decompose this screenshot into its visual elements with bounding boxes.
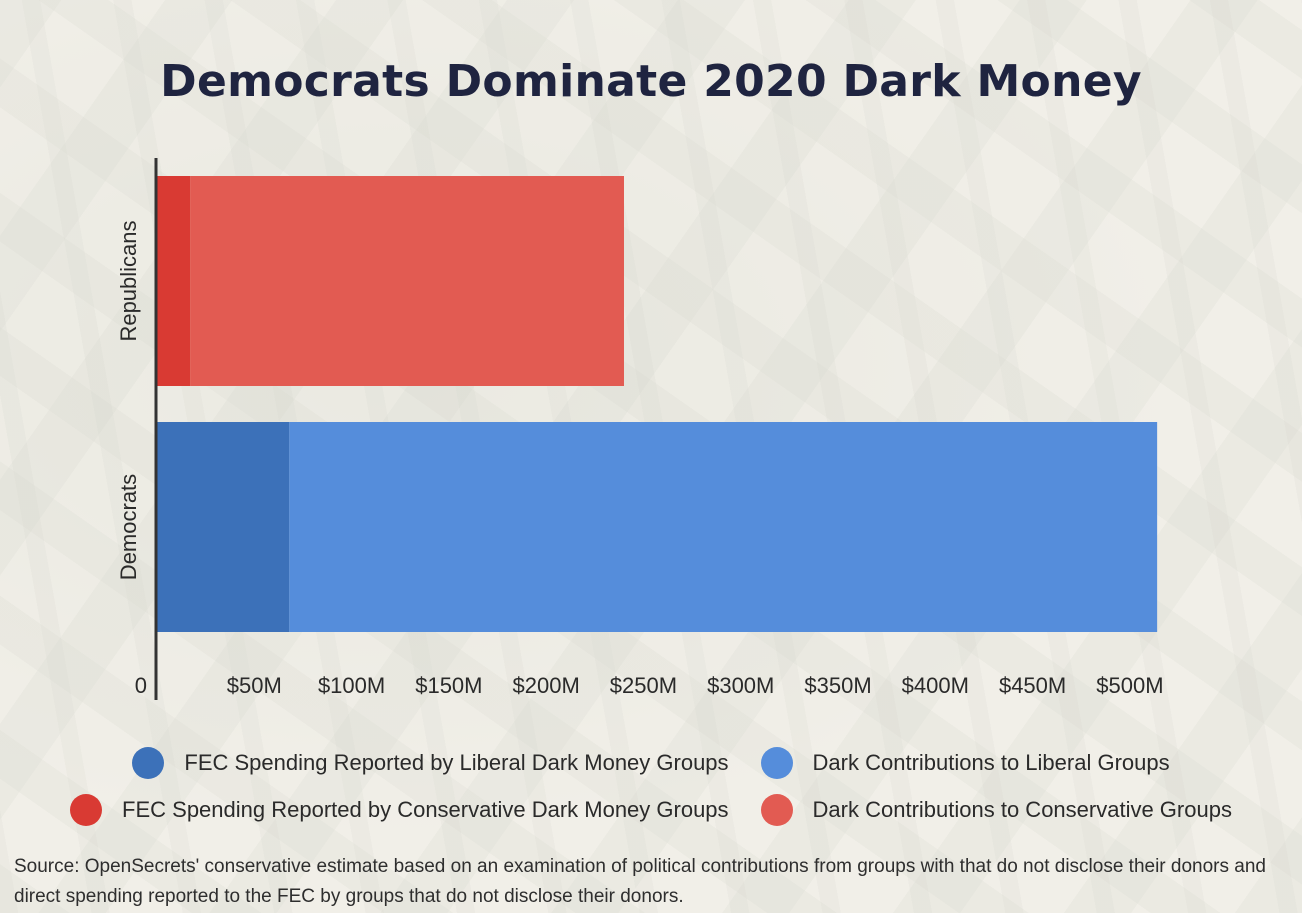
bars-layer [157,176,1158,632]
legend-swatch [760,747,793,779]
x-tick-label: $400M [902,673,969,698]
x-tick-label: $150M [415,673,482,698]
x-tick-label: $200M [513,673,580,698]
x-tick-label: $100M [318,673,385,698]
legend-item-conservative-dark: Dark Contributions to Conservative Group… [760,794,1232,826]
bar-democrats-series-1 [289,422,1158,632]
category-label: Democrats [116,474,141,580]
legend-item-conservative-fec: FEC Spending Reported by Conservative Da… [70,794,729,826]
legend-label: Dark Contributions to Conservative Group… [812,797,1232,822]
x-tick-label: $50M [227,673,282,698]
bar-republicans-series-2 [157,176,191,386]
source-note: Source: OpenSecrets' conservative estima… [14,856,1266,907]
chart-title: Democrats Dominate 2020 Dark Money [160,56,1142,107]
legend-swatch [760,794,793,826]
category-labels: Republicans Democrats [116,220,141,580]
x-tick-label: $450M [999,673,1066,698]
legend-row-liberal: FEC Spending Reported by Liberal Dark Mo… [0,742,1302,784]
x-tick-label: $250M [610,673,677,698]
legend-row-conservative: FEC Spending Reported by Conservative Da… [0,789,1302,831]
legend: FEC Spending Reported by Liberal Dark Mo… [0,742,1302,831]
bar-democrats-series-0 [157,422,290,632]
x-tick-label: $300M [707,673,774,698]
legend-item-liberal-dark: Dark Contributions to Liberal Groups [760,747,1170,779]
bar-republicans-series-3 [190,176,624,386]
legend-swatch [132,747,165,779]
x-tick-label: $500M [1096,673,1163,698]
category-label: Republicans [116,220,141,341]
x-tick-label: 0 [135,673,147,698]
x-tick-labels: 0 $50M $100M $150M $200M $250M $300M $350M $400M… [135,673,1164,698]
legend-label: FEC Spending Reported by Liberal Dark Mo… [184,750,729,775]
x-tick-label: $350M [804,673,871,698]
bar-chart: Republicans Democrats 0 $50M $100M $150M $200… [116,158,1164,700]
legend-label: FEC Spending Reported by Conservative Da… [122,797,729,822]
legend-swatch [70,794,103,826]
legend-item-liberal-fec: FEC Spending Reported by Liberal Dark Mo… [132,747,729,779]
legend-label: Dark Contributions to Liberal Groups [812,750,1170,775]
